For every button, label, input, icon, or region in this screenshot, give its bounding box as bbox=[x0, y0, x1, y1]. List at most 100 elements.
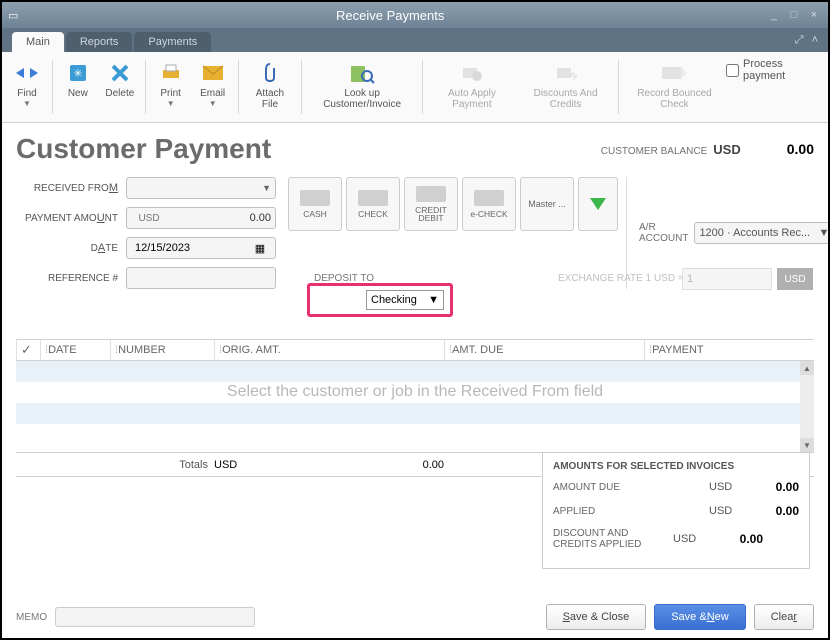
save-close-button[interactable]: Save & Close bbox=[546, 604, 647, 630]
expand-icon[interactable]: ⤢ bbox=[795, 34, 804, 47]
col-payment[interactable]: ⁞ PAYMENT bbox=[644, 340, 814, 360]
svg-text:✳: ✳ bbox=[73, 68, 82, 80]
left-field-group: RECEIVED FROM ▼ PAYMENT AMOUNT USD 0.00 … bbox=[16, 177, 276, 289]
ar-account-dropdown[interactable]: 1200 · Accounts Rec...▼ bbox=[694, 222, 830, 244]
col-check[interactable]: ✓ bbox=[16, 340, 40, 360]
received-from-label: RECEIVED FROM bbox=[16, 182, 126, 194]
maximize-button[interactable]: □ bbox=[786, 7, 802, 23]
ar-label: A/R ACCOUNT bbox=[639, 222, 688, 244]
minimize-button[interactable]: _ bbox=[766, 7, 782, 23]
window-title: Receive Payments bbox=[18, 8, 762, 23]
calendar-icon[interactable]: ▦ bbox=[249, 242, 271, 255]
tab-payments[interactable]: Payments bbox=[134, 32, 211, 52]
check-method[interactable]: CHECK bbox=[346, 177, 400, 231]
delete-button[interactable]: Delete bbox=[99, 58, 141, 101]
cash-icon bbox=[300, 190, 330, 206]
col-number[interactable]: ⁞ NUMBER bbox=[110, 340, 214, 360]
date-input[interactable]: 12/15/2023 ▦ bbox=[126, 237, 276, 259]
memo-label: MEMO bbox=[16, 612, 47, 623]
new-button[interactable]: ✳ New bbox=[57, 58, 99, 101]
delete-icon bbox=[107, 60, 133, 86]
lookup-button[interactable]: Look up Customer/Invoice bbox=[306, 58, 418, 112]
discount-value: 0.00 bbox=[713, 532, 763, 546]
master-method[interactable]: Master ... bbox=[520, 177, 574, 231]
echeck-icon bbox=[474, 190, 504, 206]
balance-label: CUSTOMER BALANCE bbox=[601, 146, 708, 157]
scroll-up-icon[interactable]: ▲ bbox=[800, 361, 814, 375]
credit-method[interactable]: CREDIT DEBIT bbox=[404, 177, 458, 231]
payment-amount-input[interactable]: USD 0.00 bbox=[126, 207, 276, 229]
deposit-to-highlight: Checking▼ bbox=[307, 283, 453, 317]
print-icon bbox=[158, 60, 184, 86]
totals-label: Totals bbox=[16, 459, 214, 471]
email-button[interactable]: Email ▼ bbox=[192, 58, 234, 110]
footer: MEMO Save & Close Save & New Clear bbox=[16, 604, 814, 630]
lookup-icon bbox=[349, 60, 375, 86]
deposit-to-dropdown[interactable]: Checking▼ bbox=[366, 290, 444, 310]
caret-icon: ▼ bbox=[167, 99, 175, 108]
balance-value: 0.00 bbox=[787, 141, 814, 157]
payment-amount-label: PAYMENT AMOUNT bbox=[16, 212, 126, 224]
reference-input[interactable] bbox=[126, 267, 276, 289]
arrows-icon bbox=[14, 60, 40, 86]
totals-currency: USD bbox=[214, 459, 254, 471]
grid-placeholder: Select the customer or job in the Receiv… bbox=[16, 383, 814, 401]
bounced-check-icon bbox=[661, 60, 687, 86]
exchange-rate-input: 1 bbox=[682, 268, 772, 290]
save-new-button[interactable]: Save & New bbox=[654, 604, 745, 630]
record-bounced-button[interactable]: Record Bounced Check bbox=[623, 58, 726, 112]
print-button[interactable]: Print ▼ bbox=[150, 58, 192, 110]
grid-header: ✓ ⁞ DATE ⁞ NUMBER ⁞ ORIG. AMT. ⁞ AMT. DU… bbox=[16, 339, 814, 361]
svg-text:%: % bbox=[571, 71, 577, 83]
summary-title: AMOUNTS FOR SELECTED INVOICES bbox=[553, 461, 799, 472]
cash-method[interactable]: CASH bbox=[288, 177, 342, 231]
new-icon: ✳ bbox=[65, 60, 91, 86]
clear-button[interactable]: Clear bbox=[754, 604, 814, 630]
col-due[interactable]: ⁞ AMT. DUE bbox=[444, 340, 644, 360]
caret-icon: ▼ bbox=[23, 99, 31, 108]
toolbar: Find ▼ ✳ New Delete Print ▼ Email ▼ Atta… bbox=[2, 52, 828, 123]
col-date[interactable]: ⁞ DATE bbox=[40, 340, 110, 360]
page-title: Customer Payment bbox=[16, 133, 271, 165]
col-orig[interactable]: ⁞ ORIG. AMT. bbox=[214, 340, 444, 360]
received-from-dropdown[interactable]: ▼ bbox=[126, 177, 276, 199]
scroll-down-icon[interactable]: ▼ bbox=[800, 438, 814, 452]
sys-icon: ▭ bbox=[8, 9, 18, 22]
applied-label: APPLIED bbox=[553, 506, 709, 517]
process-payment-checkbox[interactable] bbox=[726, 64, 739, 77]
discounts-icon: % bbox=[553, 60, 579, 86]
titlebar: ▭ Receive Payments _ □ × bbox=[2, 2, 828, 28]
credit-icon bbox=[416, 186, 446, 202]
discounts-button[interactable]: % Discounts And Credits bbox=[517, 58, 614, 112]
grid-scrollbar[interactable]: ▲ ▼ bbox=[800, 361, 814, 452]
totals-orig: 0.00 bbox=[254, 459, 444, 471]
discount-label: DISCOUNT AND CREDITS APPLIED bbox=[553, 528, 673, 550]
more-methods-button[interactable] bbox=[578, 177, 618, 231]
tab-main[interactable]: Main bbox=[12, 32, 64, 52]
check-icon bbox=[358, 190, 388, 206]
date-label: DATE bbox=[16, 242, 126, 254]
balance-currency: USD bbox=[713, 142, 740, 157]
echeck-method[interactable]: e-CHECK bbox=[462, 177, 516, 231]
memo-input[interactable] bbox=[55, 607, 255, 627]
process-payment-check[interactable]: Process payment bbox=[726, 58, 824, 82]
summary-box: AMOUNTS FOR SELECTED INVOICES AMOUNT DUE… bbox=[542, 452, 810, 569]
exchange-rate-label: EXCHANGE RATE 1 USD = bbox=[558, 273, 684, 284]
attach-file-button[interactable]: Attach File bbox=[242, 58, 297, 112]
chevron-down-icon bbox=[590, 198, 606, 210]
caret-icon: ▼ bbox=[209, 99, 217, 108]
applied-value: 0.00 bbox=[749, 504, 799, 518]
auto-apply-icon bbox=[459, 60, 485, 86]
receive-payments-window: { "window": { "title": "Receive Payments… bbox=[0, 0, 830, 640]
find-button[interactable]: Find ▼ bbox=[6, 58, 48, 110]
ribbon-tabs: Main Reports Payments ⤢ ˄ bbox=[2, 28, 828, 52]
collapse-icon[interactable]: ˄ bbox=[812, 34, 818, 46]
reference-label: REFERENCE # bbox=[16, 273, 126, 284]
paperclip-icon bbox=[257, 60, 283, 86]
tab-reports[interactable]: Reports bbox=[66, 32, 133, 52]
close-button[interactable]: × bbox=[806, 7, 822, 23]
email-icon bbox=[200, 60, 226, 86]
exchange-unit: USD bbox=[777, 268, 813, 290]
auto-apply-button[interactable]: Auto Apply Payment bbox=[427, 58, 517, 112]
amount-due-value: 0.00 bbox=[749, 480, 799, 494]
